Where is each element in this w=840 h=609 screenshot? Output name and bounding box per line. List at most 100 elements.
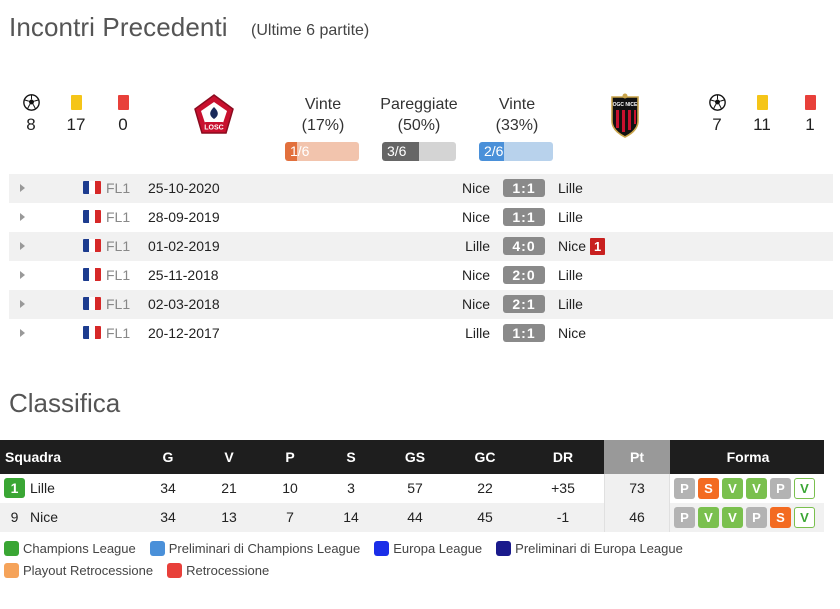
match-row[interactable]: FL1 02-03-2018 Nice 2:1 Lille (9, 290, 833, 319)
form-result-p[interactable]: P (674, 478, 695, 499)
france-flag-icon (83, 268, 101, 281)
match-date: 01-02-2019 (148, 238, 220, 254)
expand-caret-icon[interactable] (20, 213, 25, 221)
form-result-v[interactable]: V (722, 478, 743, 499)
col-dr[interactable]: DR (552, 449, 574, 465)
col-p[interactable]: P (285, 449, 295, 465)
expand-caret-icon[interactable] (20, 300, 25, 308)
stat-gc: 45 (477, 509, 493, 525)
match-score[interactable]: 4:0 (503, 237, 545, 255)
home-wins-bar-fill (285, 142, 298, 161)
form-result-v[interactable]: V (722, 507, 743, 528)
legend-row-1: Champions League Preliminari di Champions… (4, 541, 697, 556)
col-gc[interactable]: GC (474, 449, 496, 465)
col-g[interactable]: G (162, 449, 174, 465)
match-score[interactable]: 2:0 (503, 266, 545, 284)
legend-item: Retrocessione (167, 563, 269, 578)
home-wins-pct: (17%) (301, 117, 345, 134)
legend-label: Playout Retrocessione (23, 563, 154, 578)
match-date: 25-11-2018 (148, 267, 219, 283)
stat-dr: +35 (551, 480, 575, 496)
draws-bar-label: 3/6 (387, 143, 407, 159)
match-date: 20-12-2017 (148, 325, 220, 341)
expand-caret-icon[interactable] (20, 271, 25, 279)
match-competition: FL1 (106, 238, 131, 254)
stat-p: 7 (286, 509, 294, 525)
team-name[interactable]: Lille (30, 480, 55, 496)
legend-label: Retrocessione (186, 563, 270, 578)
form-result-p[interactable]: P (770, 478, 791, 499)
standings-table: Squadra G V P S GS GC DR Pt Forma 1 Lille… (0, 440, 824, 532)
stat-v: 21 (221, 480, 237, 496)
form-result-v[interactable]: V (794, 507, 815, 528)
away-wins-bar-label: 2/6 (484, 143, 504, 159)
match-row[interactable]: FL1 20-12-2017 Lille 1:1 Nice (9, 319, 833, 348)
red-card-icon (117, 94, 129, 110)
lille-logo: LOSC (194, 94, 234, 134)
expand-caret-icon[interactable] (20, 329, 25, 337)
standings-row[interactable]: 1 Lille 34 21 10 3 57 22 +35 73 P S V V P V (0, 474, 824, 503)
col-s[interactable]: S (346, 449, 356, 465)
match-home-team: Lille (465, 325, 490, 341)
match-home-team: Nice (461, 296, 490, 312)
away-yellow-stat: 11 (749, 93, 775, 135)
expand-caret-icon[interactable] (20, 242, 25, 250)
legend-item: Preliminari di Europa League (496, 541, 683, 556)
red-card-icon (804, 94, 816, 110)
home-wins-bar: 1/6 (285, 142, 359, 161)
col-gs[interactable]: GS (404, 449, 426, 465)
svg-text:OGC NICE: OGC NICE (613, 102, 638, 108)
away-goals-stat: 7 (706, 93, 728, 135)
form-result-v[interactable]: V (794, 478, 815, 499)
match-row[interactable]: FL1 25-10-2020 Nice 1:1 Lille (9, 174, 833, 203)
stat-p: 10 (282, 480, 298, 496)
home-yellow-value: 17 (66, 115, 86, 134)
legend-item: Champions League (4, 541, 136, 556)
legend-item: Playout Retrocessione (4, 563, 153, 578)
match-row[interactable]: FL1 28-09-2019 Nice 1:1 Lille (9, 203, 833, 232)
form-result-s[interactable]: S (770, 507, 791, 528)
standings-title: Classifica (9, 388, 121, 418)
expand-caret-icon[interactable] (20, 184, 25, 192)
legend-item: Europa League (374, 541, 482, 556)
legend-label: Preliminari di Europa League (515, 541, 683, 556)
away-yellow-value: 11 (753, 115, 771, 134)
away-wins-label: Vinte (498, 96, 536, 113)
match-row[interactable]: FL1 01-02-2019 Lille 4:0 Nice 1 (9, 232, 833, 261)
france-flag-icon (83, 239, 101, 252)
match-score[interactable]: 2:1 (503, 295, 545, 313)
france-flag-icon (83, 326, 101, 339)
match-score[interactable]: 1:1 (503, 179, 545, 197)
form-result-p[interactable]: P (674, 507, 695, 528)
soccer-ball-icon (22, 93, 40, 111)
match-score[interactable]: 1:1 (503, 324, 545, 342)
match-away-team: Lille (558, 296, 583, 312)
form-result-p[interactable]: P (746, 507, 767, 528)
match-away-name: Lille (558, 209, 583, 225)
form-result-v[interactable]: V (746, 478, 767, 499)
match-away-name: Lille (558, 296, 583, 312)
standings-row[interactable]: 9 Nice 34 13 7 14 44 45 -1 46 P V V P S V (0, 503, 824, 532)
legend-swatch (496, 541, 512, 556)
col-team[interactable]: Squadra (5, 449, 62, 465)
stat-g: 34 (160, 509, 176, 525)
col-v[interactable]: V (224, 449, 234, 465)
team-name[interactable]: Nice (30, 509, 59, 525)
match-away-team: Nice 1 (558, 238, 606, 255)
home-yellow-stat: 17 (63, 93, 89, 135)
yellow-card-icon (756, 94, 768, 110)
match-competition: FL1 (106, 325, 131, 341)
soccer-ball-icon (708, 93, 726, 111)
stat-g: 34 (160, 480, 176, 496)
legend-row-2: Playout Retrocessione Retrocessione (4, 563, 283, 578)
match-away-team: Lille (558, 209, 583, 225)
col-pt[interactable]: Pt (604, 440, 670, 474)
col-form: Forma (726, 449, 770, 465)
match-row[interactable]: FL1 25-11-2018 Nice 2:0 Lille (9, 261, 833, 290)
form-result-s[interactable]: S (698, 478, 719, 499)
form-result-v[interactable]: V (698, 507, 719, 528)
match-score[interactable]: 1:1 (503, 208, 545, 226)
stat-v: 13 (221, 509, 237, 525)
